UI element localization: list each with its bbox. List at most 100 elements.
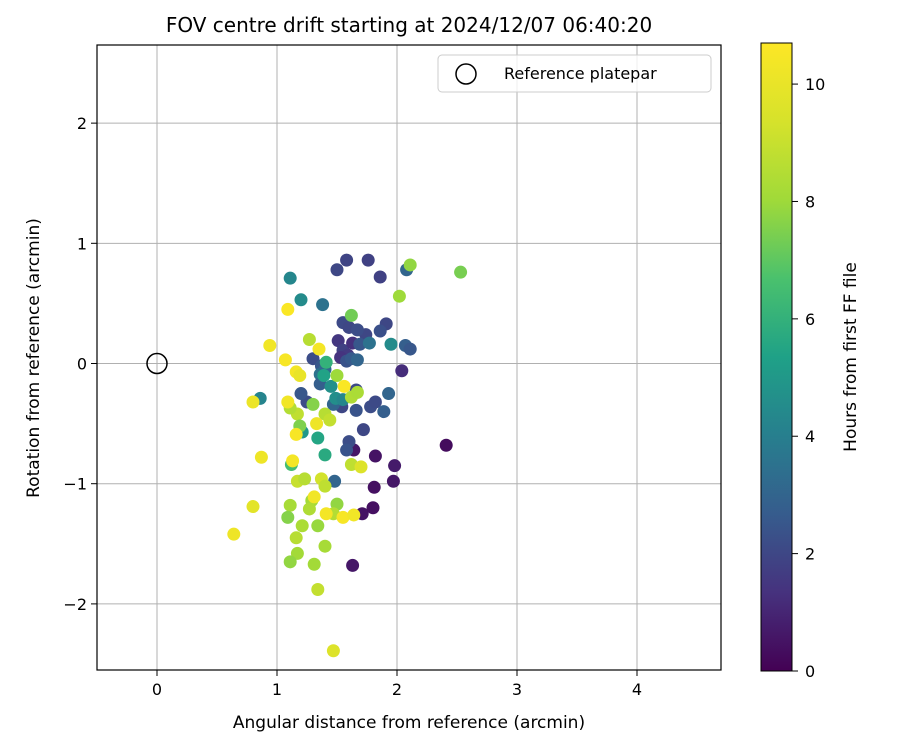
colorbar-gradient xyxy=(760,42,793,672)
colorbar-tick-label: 10 xyxy=(805,75,825,94)
scatter-point xyxy=(368,395,382,409)
x-tick-label: 0 xyxy=(152,680,162,699)
scatter-point xyxy=(281,302,295,316)
x-tick-label: 4 xyxy=(632,680,642,699)
scatter-point xyxy=(302,502,316,516)
scatter-point xyxy=(384,337,398,351)
colorbar: 0 2 4 6 8 10 Hours from first FF file xyxy=(760,42,861,681)
scatter-point xyxy=(350,385,364,399)
scatter-point xyxy=(353,337,367,351)
scatter-point xyxy=(356,423,370,437)
scatter-point xyxy=(281,395,295,409)
scatter-point xyxy=(324,379,338,393)
scatter-point xyxy=(294,293,308,307)
scatter-point xyxy=(278,353,292,367)
scatter-point xyxy=(263,338,277,352)
scatter-point xyxy=(350,353,364,367)
scatter-point xyxy=(254,450,268,464)
legend: Reference platepar xyxy=(437,54,712,93)
scatter-point xyxy=(373,270,387,284)
scatter-point xyxy=(311,582,325,596)
scatter-point xyxy=(336,510,350,524)
x-axis-label: Angular distance from reference (arcmin) xyxy=(233,713,585,733)
scatter-point xyxy=(318,479,332,493)
scatter-point xyxy=(330,369,344,383)
colorbar-tick-label: 0 xyxy=(805,662,815,681)
scatter-point xyxy=(386,474,400,488)
scatter-point xyxy=(306,397,320,411)
scatter-point xyxy=(311,431,325,445)
scatter-point xyxy=(382,387,396,401)
scatter-point xyxy=(439,438,453,452)
scatter-point xyxy=(331,334,345,348)
scatter-point xyxy=(368,449,382,463)
scatter-point xyxy=(367,480,381,494)
scatter-point xyxy=(246,395,260,409)
scatter-point xyxy=(403,258,417,272)
legend-box xyxy=(437,54,712,93)
y-tick-label: −1 xyxy=(63,475,87,494)
scatter-point xyxy=(290,546,304,560)
scatter-point xyxy=(286,454,300,468)
x-tick-label: 2 xyxy=(392,680,402,699)
scatter-point xyxy=(330,263,344,277)
scatter-point xyxy=(344,308,358,322)
scatter-point xyxy=(392,289,406,303)
scatter-point xyxy=(246,500,260,514)
scatter-point xyxy=(373,324,387,338)
scatter-point xyxy=(361,253,375,267)
scatter-point xyxy=(346,558,360,572)
scatter-point xyxy=(377,405,391,419)
scatter-point xyxy=(326,644,340,658)
plot-frame xyxy=(96,44,722,671)
scatter-point xyxy=(283,498,297,512)
scatter-point xyxy=(350,323,364,337)
scatter-point xyxy=(283,555,297,569)
legend-marker xyxy=(455,63,477,85)
scatter-point xyxy=(395,364,409,378)
scatter-point xyxy=(323,413,337,427)
grid xyxy=(97,45,721,670)
legend-entry: Reference platepar xyxy=(504,64,657,83)
scatter-point xyxy=(319,507,333,521)
scatter-point xyxy=(302,332,316,346)
scatter-point xyxy=(319,355,333,369)
scatter-point xyxy=(310,417,324,431)
y-tick-label: 0 xyxy=(77,355,87,374)
scatter-point xyxy=(283,271,297,285)
scatter-point xyxy=(328,474,342,488)
scatter-point xyxy=(295,519,309,533)
y-tick-label: −2 xyxy=(63,595,87,614)
scatter-point xyxy=(403,342,417,356)
scatter-point xyxy=(317,369,331,383)
scatter-point xyxy=(298,472,312,486)
reference-point xyxy=(146,352,168,375)
scatter-point xyxy=(454,265,468,279)
x-tick-label: 1 xyxy=(272,680,282,699)
y-axis-label: Rotation from reference (arcmin) xyxy=(24,218,44,498)
scatter-point xyxy=(340,253,354,267)
scatter-point xyxy=(349,403,363,417)
y-tick-label: 1 xyxy=(77,234,87,253)
scatter-point xyxy=(307,490,321,504)
scatter-point xyxy=(316,298,330,312)
chart-title: FOV centre drift starting at 2024/12/07 … xyxy=(166,13,652,37)
colorbar-tick-label: 4 xyxy=(805,427,815,446)
scatter-point xyxy=(318,448,332,462)
colorbar-tick-label: 2 xyxy=(805,545,815,564)
colorbar-tick-label: 8 xyxy=(805,192,815,211)
x-tick-label: 3 xyxy=(512,680,522,699)
colorbar-ticks: 0 2 4 6 8 10 xyxy=(792,75,825,681)
y-tick-label: 2 xyxy=(77,114,87,133)
scatter-point xyxy=(289,531,303,545)
scatter-point xyxy=(227,527,241,541)
colorbar-tick-label: 6 xyxy=(805,310,815,329)
scatter-point xyxy=(294,387,308,401)
scatter-point xyxy=(318,539,332,553)
data-points xyxy=(227,253,468,658)
scatter-point xyxy=(340,443,354,457)
y-axis-ticks: −2 −1 0 1 2 xyxy=(63,114,97,614)
colorbar-label: Hours from first FF file xyxy=(841,262,861,452)
scatter-point xyxy=(312,342,326,356)
